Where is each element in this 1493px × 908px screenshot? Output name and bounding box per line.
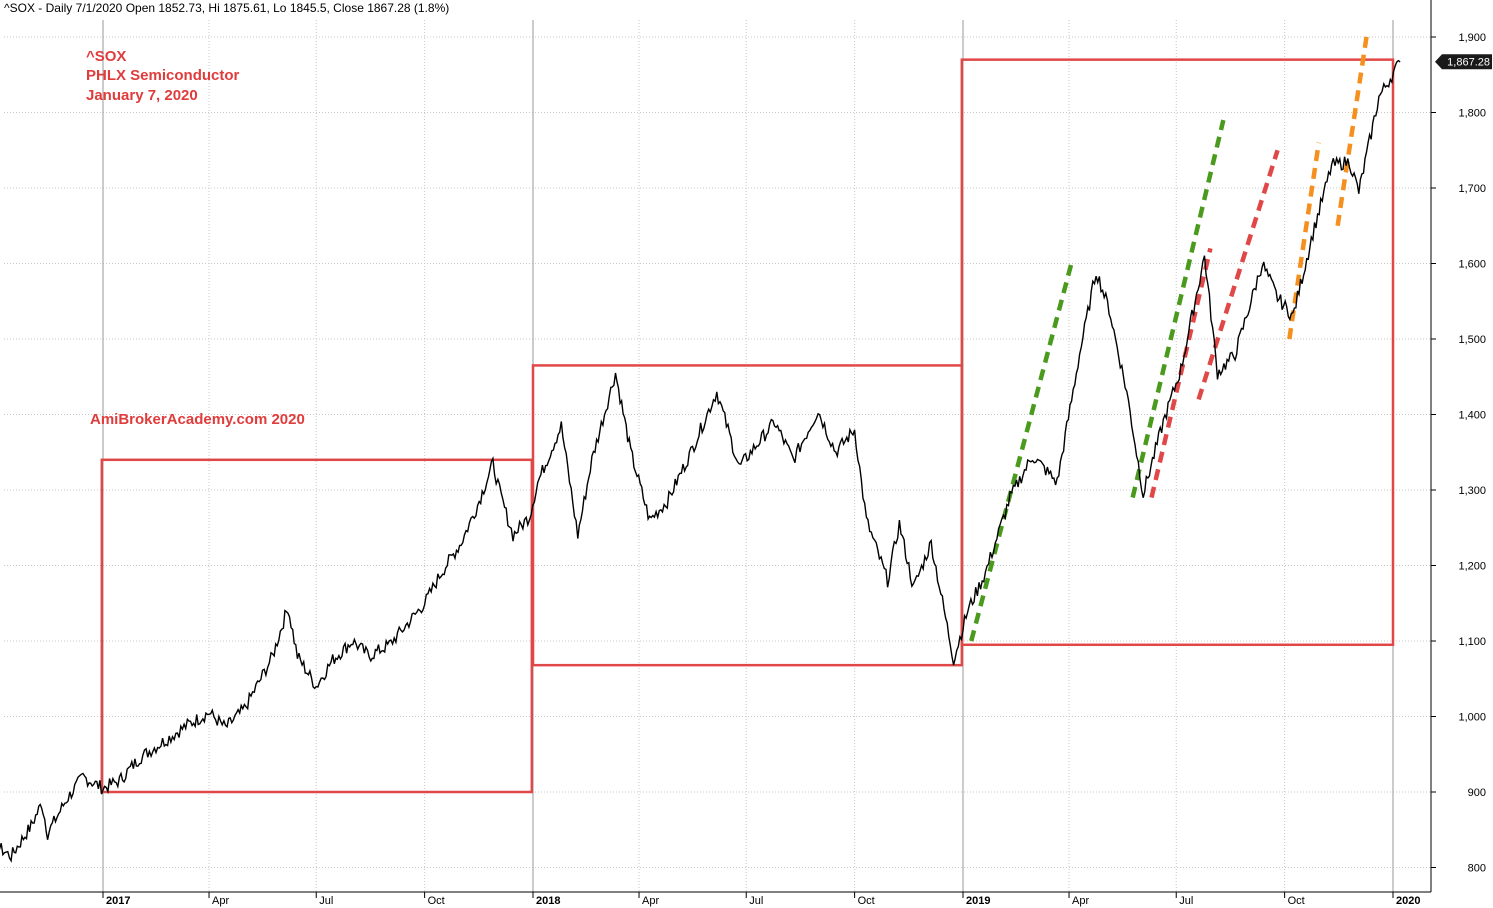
last-price-tag: 1,867.28: [1435, 54, 1492, 70]
y-tick-label: 1,800: [1458, 108, 1486, 120]
x-tick-label: 2018: [536, 895, 560, 907]
watermark: AmiBrokerAcademy.com 2020: [90, 411, 305, 428]
x-tick-label: 2020: [1396, 895, 1420, 907]
y-tick-label: 1,500: [1458, 334, 1486, 346]
last-price-tag-bg: [1435, 54, 1492, 70]
ohlc-header: ^SOX - Daily 7/1/2020 Open 1852.73, Hi 1…: [4, 1, 449, 15]
trendline-red: [1149, 247, 1213, 499]
y-tick-label: 1,100: [1458, 636, 1486, 648]
x-tick-label: Jul: [749, 895, 763, 907]
gridlines: [4, 20, 1431, 892]
x-tick-label: Oct: [858, 895, 875, 907]
y-tick-label: 900: [1468, 787, 1486, 799]
x-tick-label: Oct: [1288, 895, 1305, 907]
x-tick-label: Apr: [642, 895, 659, 907]
price-line: [0, 59, 1401, 863]
range-boxes: [100, 58, 1395, 794]
name-annotation: PHLX Semiconductor: [86, 67, 240, 84]
y-tick-label: 1,600: [1458, 259, 1486, 271]
y-tick-label: 800: [1468, 863, 1486, 875]
trendline-green: [1130, 119, 1226, 499]
y-tick-label: 1,400: [1458, 410, 1486, 422]
x-tick-label: Jul: [1179, 895, 1193, 907]
range-box: [100, 458, 534, 794]
x-tick-label: 2019: [966, 895, 990, 907]
x-tick-label: Oct: [428, 895, 445, 907]
trendline-red: [1196, 149, 1280, 401]
y-tick-label: 1,900: [1458, 32, 1486, 44]
symbol-annotation: ^SOX: [86, 48, 126, 65]
date-annotation: January 7, 2020: [86, 87, 198, 104]
y-tick-label: 1,300: [1458, 485, 1486, 497]
axes: [0, 0, 1432, 893]
trendline-green: [969, 262, 1074, 642]
range-box: [960, 58, 1395, 647]
y-tick-label: 1,200: [1458, 561, 1486, 573]
x-axis-ticks: 2017 Apr Jul Oct 2018 Apr Jul Oct 2019 Apr Jul Oct 2…: [102, 892, 1420, 907]
price-series: [0, 59, 1401, 863]
trendlines: [969, 32, 1370, 642]
x-tick-label: 2017: [106, 895, 130, 907]
trendline-orange: [1335, 32, 1370, 227]
x-tick-label: Jul: [319, 895, 333, 907]
y-axis-ticks: 800 900 1,000 1,100 1,200 1,300 1,400 1,500 1,60…: [1431, 32, 1486, 875]
range-box: [531, 364, 964, 667]
trendline-orange: [1287, 142, 1322, 340]
last-price-label: 1,867.28: [1447, 57, 1490, 69]
y-tick-label: 1,700: [1458, 183, 1486, 195]
x-tick-label: Apr: [212, 895, 229, 907]
x-tick-label: Apr: [1072, 895, 1089, 907]
y-tick-label: 1,000: [1458, 712, 1486, 724]
